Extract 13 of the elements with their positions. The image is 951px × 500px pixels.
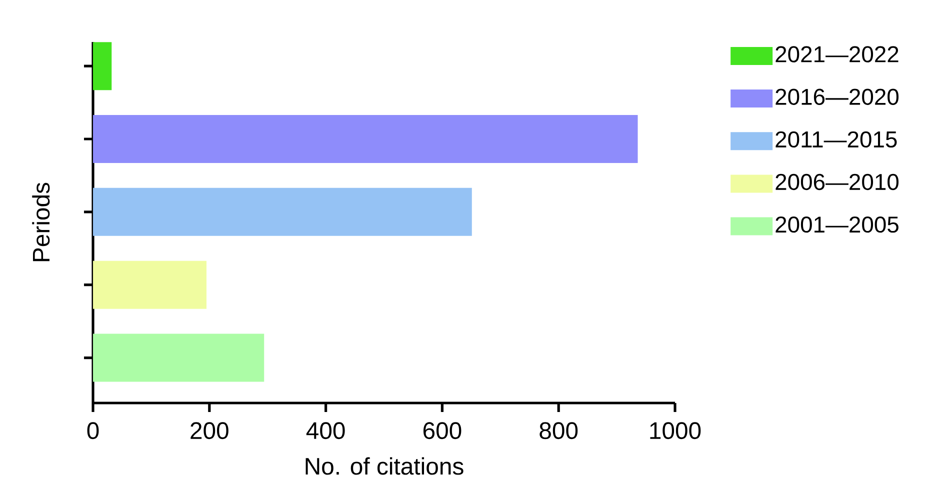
x-tick-label: 800	[540, 422, 578, 440]
legend-label: 2011—2015	[776, 131, 897, 148]
y-axis-title: Periods	[32, 182, 50, 262]
legend-label: 2021—2022	[776, 46, 898, 62]
x-tick-label: 400	[306, 422, 345, 440]
x-tick-label: 0	[87, 422, 99, 440]
legend-label: 2016—2020	[776, 88, 899, 105]
x-tick-label: 200	[190, 422, 228, 440]
legend-label: 2006—2010	[776, 174, 899, 190]
x-tick-label: 600	[423, 422, 462, 440]
x-axis-title: No. of citations	[306, 457, 464, 475]
x-tick-label: 1000	[650, 422, 701, 440]
legend-label: 2001—2005	[776, 216, 898, 233]
